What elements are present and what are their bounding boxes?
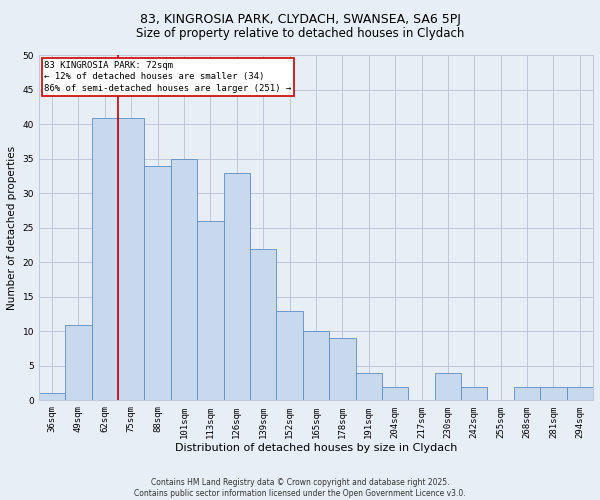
Bar (435, 373, 461, 400)
Bar (118, 118, 145, 401)
Bar (197, 221, 224, 400)
Text: 83 KINGROSIA PARK: 72sqm
← 12% of detached houses are smaller (34)
86% of semi-d: 83 KINGROSIA PARK: 72sqm ← 12% of detach… (44, 60, 292, 93)
Bar (65, 324, 92, 400)
Bar (540, 386, 566, 400)
Bar (461, 386, 487, 400)
X-axis label: Distribution of detached houses by size in Clydach: Distribution of detached houses by size … (175, 443, 457, 453)
Bar (92, 118, 118, 401)
Bar (145, 166, 171, 400)
Text: 83, KINGROSIA PARK, CLYDACH, SWANSEA, SA6 5PJ: 83, KINGROSIA PARK, CLYDACH, SWANSEA, SA… (140, 12, 460, 26)
Bar (171, 159, 197, 400)
Bar (39, 394, 65, 400)
Bar (514, 386, 540, 400)
Bar (277, 310, 303, 400)
Bar (356, 373, 382, 400)
Bar (329, 338, 356, 400)
Y-axis label: Number of detached properties: Number of detached properties (7, 146, 17, 310)
Text: Size of property relative to detached houses in Clydach: Size of property relative to detached ho… (136, 28, 464, 40)
Text: Contains HM Land Registry data © Crown copyright and database right 2025.
Contai: Contains HM Land Registry data © Crown c… (134, 478, 466, 498)
Bar (224, 172, 250, 400)
Bar (382, 386, 409, 400)
Bar (566, 386, 593, 400)
Bar (250, 248, 277, 400)
Bar (303, 332, 329, 400)
